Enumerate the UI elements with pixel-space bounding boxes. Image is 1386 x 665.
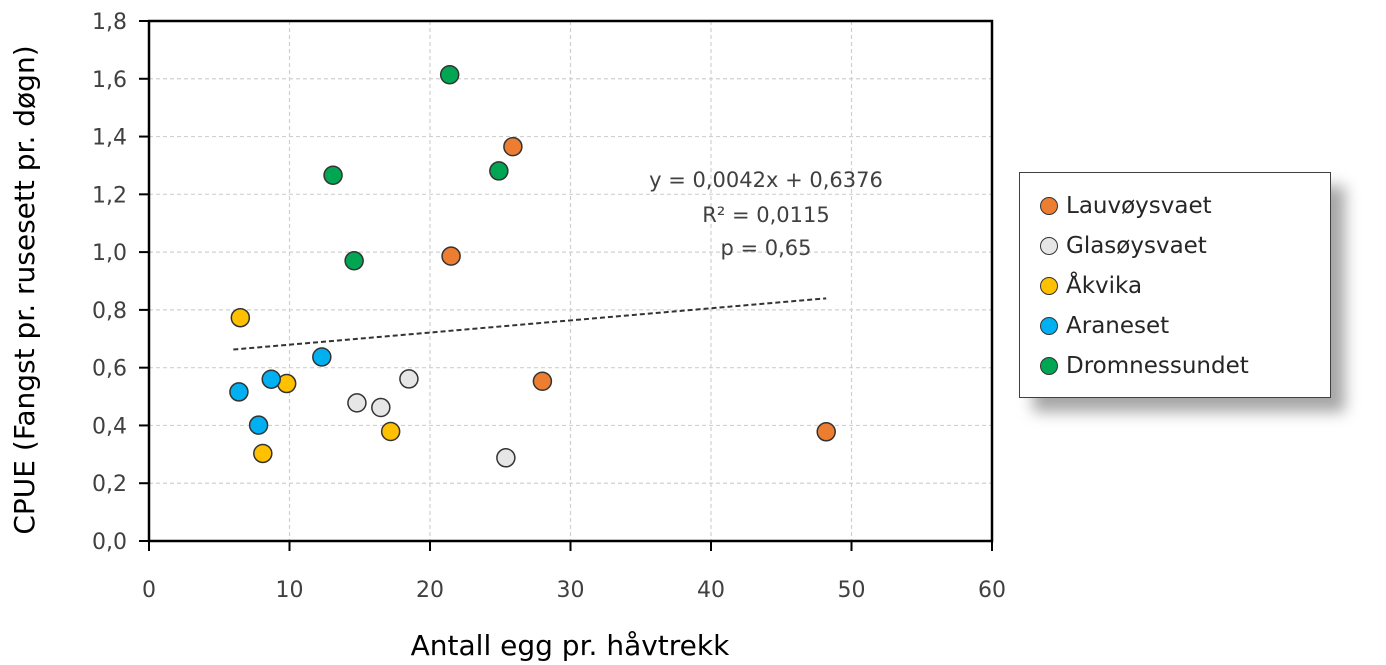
y-tick-label: 1,6 — [92, 68, 127, 93]
x-axis-title: Antall egg pr. håvtrekk — [411, 629, 730, 662]
data-point — [371, 397, 391, 418]
data-point — [441, 246, 461, 266]
data-point — [399, 369, 419, 389]
data-point — [312, 347, 332, 367]
x-tick-label: 40 — [697, 578, 725, 603]
legend-item-akvika: Åkvika — [1040, 266, 1330, 306]
legend-label: Lauvøysvaet — [1066, 193, 1212, 219]
legend: Lauvøysvaet Glasøysvaet Åkvika Araneset … — [1019, 172, 1331, 398]
y-tick-label: 1,4 — [92, 126, 127, 151]
data-point — [261, 369, 281, 389]
y-tick-label: 0,2 — [92, 472, 127, 497]
x-tick-label: 60 — [978, 578, 1006, 603]
data-point — [503, 136, 523, 157]
regression-equation: y = 0,0042x + 0,6376 — [649, 168, 883, 192]
data-point — [344, 251, 364, 271]
legend-marker-icon — [1040, 237, 1058, 255]
legend-marker-icon — [1040, 197, 1058, 215]
series-araneset — [229, 347, 332, 435]
y-tick-label: 0,0 — [92, 530, 127, 555]
legend-marker-icon — [1040, 277, 1058, 295]
y-tick-labels: 0,0 0,2 0,4 0,6 0,8 1,0 1,2 1,4 1,6 1,8 — [92, 10, 127, 555]
y-tick-label: 0,8 — [92, 299, 127, 324]
gridlines — [149, 21, 992, 541]
legend-label: Araneset — [1066, 313, 1170, 339]
r-squared-label: R² = 0,0115 — [702, 203, 829, 227]
data-point — [323, 165, 343, 186]
data-point — [347, 393, 367, 413]
legend-item-glasoysvaet: Glasøysvaet — [1040, 226, 1330, 266]
data-point — [489, 161, 509, 181]
y-tick-label: 1,8 — [92, 10, 127, 35]
legend-marker-icon — [1040, 357, 1058, 375]
x-tick-label: 0 — [142, 578, 156, 603]
legend-item-lauvoysvaet: Lauvøysvaet — [1040, 186, 1330, 226]
data-point — [532, 371, 553, 391]
x-tick-labels: 0 10 20 30 40 50 60 — [142, 578, 1006, 603]
y-tick-label: 1,0 — [92, 241, 127, 266]
data-point — [380, 421, 401, 442]
data-point — [248, 415, 269, 435]
x-tick-label: 30 — [557, 578, 585, 603]
x-tick-label: 20 — [416, 578, 444, 603]
p-value-label: p = 0,65 — [720, 236, 811, 260]
trendline-group — [233, 297, 827, 351]
axes — [139, 19, 994, 551]
data-point — [229, 382, 249, 402]
legend-label: Glasøysvaet — [1066, 233, 1207, 259]
series-akvika — [230, 307, 401, 464]
data-points — [229, 64, 836, 468]
data-point — [253, 443, 273, 464]
trendline — [233, 297, 827, 351]
data-point — [816, 422, 836, 442]
legend-item-dromnessundet: Dromnessundet — [1040, 346, 1330, 386]
data-point — [439, 64, 460, 85]
x-tick-label: 10 — [276, 578, 304, 603]
y-tick-label: 0,4 — [92, 414, 127, 439]
series-glasysvaet — [347, 369, 516, 468]
y-tick-label: 1,2 — [92, 183, 127, 208]
series-dromnessundet — [323, 64, 509, 271]
y-tick-label: 0,6 — [92, 357, 127, 382]
y-axis-title: CPUE (Fangst pr. rusesett pr. døgn) — [8, 45, 41, 534]
series-lauvysvaet — [441, 136, 836, 442]
legend-label: Åkvika — [1066, 273, 1143, 299]
legend-marker-icon — [1040, 317, 1058, 335]
data-point — [496, 448, 516, 468]
legend-item-araneset: Araneset — [1040, 306, 1330, 346]
data-point — [230, 307, 251, 328]
x-tick-label: 50 — [838, 578, 866, 603]
legend-label: Dromnessundet — [1066, 353, 1249, 379]
